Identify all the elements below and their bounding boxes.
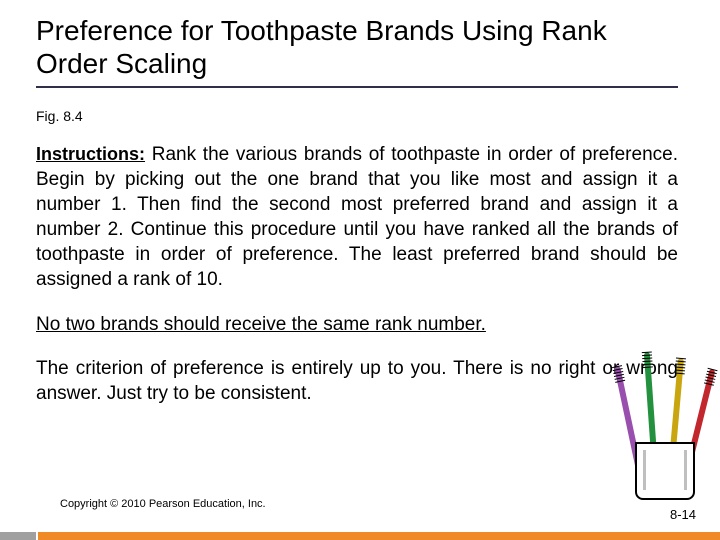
cup-icon <box>635 442 695 500</box>
title-block: Preference for Toothpaste Brands Using R… <box>36 14 676 80</box>
instructions-paragraph: Instructions: Rank the various brands of… <box>36 142 678 292</box>
rule-paragraph: No two brands should receive the same ra… <box>36 312 678 337</box>
slide: Preference for Toothpaste Brands Using R… <box>0 0 720 540</box>
copyright-text: Copyright © 2010 Pearson Education, Inc. <box>60 498 266 510</box>
body-text: Instructions: Rank the various brands of… <box>36 142 678 406</box>
page-number: 8-14 <box>670 507 696 522</box>
brush-head-icon <box>610 363 628 385</box>
criterion-paragraph: The criterion of preference is entirely … <box>36 356 678 406</box>
brush-head-icon <box>640 350 655 371</box>
brush-head-icon <box>701 366 719 389</box>
toothbrush-cup-illustration <box>623 350 708 500</box>
slide-title: Preference for Toothpaste Brands Using R… <box>36 14 676 80</box>
brush-head-icon <box>672 356 688 377</box>
figure-number: Fig. 8.4 <box>36 108 83 124</box>
footer-bar <box>0 532 720 540</box>
instructions-text: Rank the various brands of toothpaste in… <box>36 144 678 290</box>
instructions-label: Instructions: <box>36 144 145 164</box>
title-underline <box>36 86 678 88</box>
